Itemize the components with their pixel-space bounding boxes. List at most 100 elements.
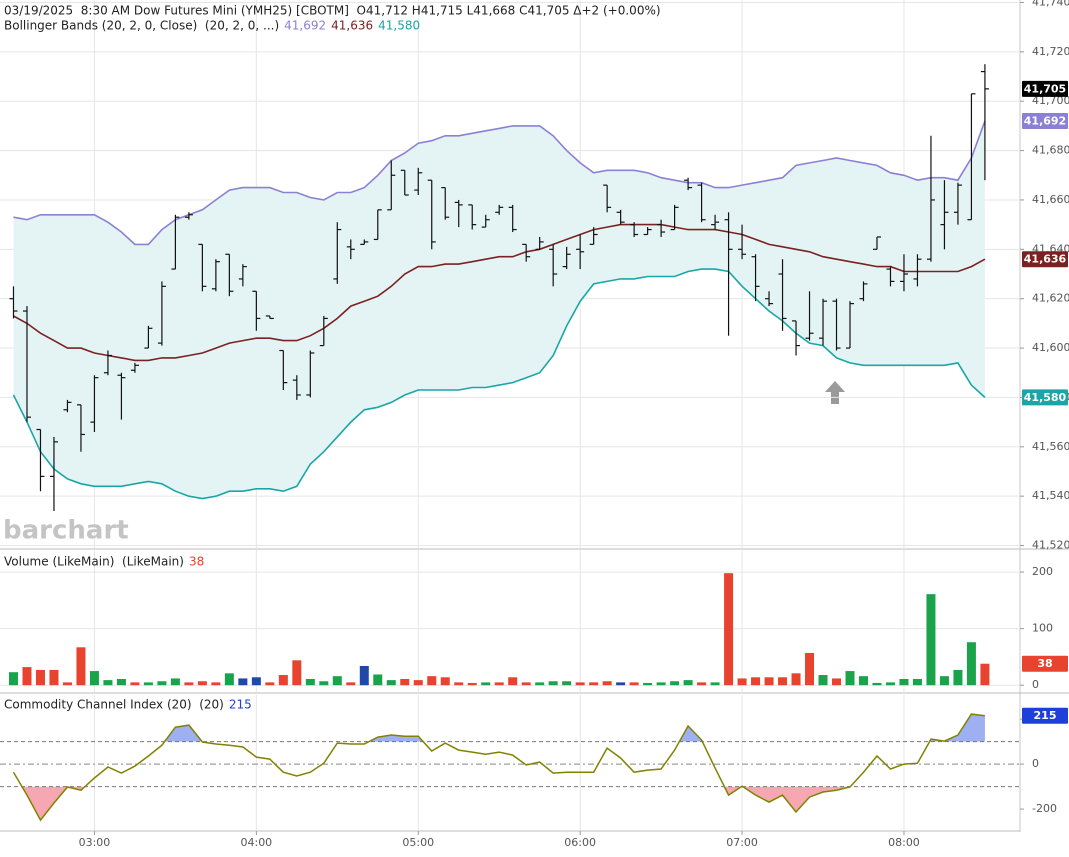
chart-title: 03/19/2025 8:30 AM Dow Futures Mini (YMH… (4, 4, 661, 18)
volume-bar (885, 682, 895, 686)
y-tick-label: 41,620 (1032, 292, 1069, 305)
volume-bar (143, 682, 153, 686)
watermark: barchart (3, 516, 129, 546)
x-tick-label: 08:00 (888, 836, 920, 849)
volume-bar (845, 671, 855, 686)
volume-bar (508, 677, 518, 686)
panel-title: Commodity Channel Index (20) (20) (4, 698, 224, 712)
volume-bar (589, 682, 599, 686)
volume-bar (562, 681, 572, 686)
indicator-value: 41,692 (284, 19, 326, 33)
value-tag (1022, 112, 1068, 129)
volume-bar (427, 676, 437, 686)
x-tick-label: 03:00 (79, 836, 111, 849)
y-tick-label: 100 (1032, 622, 1053, 635)
value-tag (1022, 251, 1068, 268)
volume-bar (858, 676, 868, 686)
volume-bar (670, 681, 680, 686)
value-tag (1022, 707, 1068, 724)
oversold-fill (13, 786, 985, 821)
volume-bar (805, 652, 815, 686)
volume-bar (224, 673, 234, 686)
y-tick-label: 41,700 (1032, 94, 1069, 107)
volume-bar (211, 682, 221, 686)
volume-bar (184, 682, 194, 686)
indicator-value: 41,636 (331, 19, 373, 33)
volume-bar (966, 642, 976, 686)
volume-bar (832, 678, 842, 686)
volume-bar (737, 678, 747, 686)
value-tag (1022, 389, 1068, 406)
y-tick-label: 41,520 (1032, 539, 1069, 552)
y-tick-label: 41,600 (1032, 341, 1069, 354)
volume-bar (332, 676, 342, 686)
volume-bar (278, 675, 288, 686)
volume-bar (616, 682, 626, 686)
y-tick-label: 41,540 (1032, 489, 1069, 502)
volume-bar (778, 677, 788, 686)
volume-bar (602, 681, 612, 686)
signal-arrow (825, 381, 845, 404)
y-tick-label: 41,740 (1032, 0, 1069, 8)
volume-bar (305, 678, 315, 686)
cci-line (12, 713, 985, 822)
volume-bar (791, 673, 801, 686)
volume-bar (386, 680, 396, 686)
volume-bar (440, 677, 450, 686)
volume-bar (22, 667, 32, 686)
volume-bar (643, 682, 653, 686)
volume-bar (130, 682, 140, 686)
volume-bar (265, 682, 275, 686)
volume-bar (292, 660, 302, 686)
panel-value: 38 (189, 555, 204, 569)
volume-bar (76, 647, 86, 686)
x-tick-label: 04:00 (240, 836, 272, 849)
volume-bar (818, 675, 828, 686)
volume-bar (980, 663, 990, 686)
volume-bar (35, 669, 45, 686)
y-tick-label: 41,660 (1032, 193, 1069, 206)
volume-bar (319, 681, 329, 686)
y-tick-label: 0 (1032, 757, 1039, 770)
volume-bar (346, 682, 356, 686)
y-tick-label: 200 (1032, 565, 1053, 578)
volume-bar (251, 677, 261, 686)
volume-bar (872, 682, 882, 686)
volume-bar (629, 682, 639, 686)
value-tag-label: 215 (1034, 709, 1057, 722)
volume-bar (413, 680, 423, 686)
y-tick-label: 41,560 (1032, 440, 1069, 453)
volume-bar (953, 669, 963, 686)
volume-bar (521, 682, 531, 686)
volume-bar (656, 682, 666, 686)
indicator-title: Bollinger Bands (20, 2, 0, Close) (20, 2… (4, 19, 279, 33)
volume-bar (494, 682, 504, 686)
volume-bar (548, 681, 558, 686)
value-tag (1022, 80, 1068, 97)
volume-bar (926, 594, 936, 686)
volume-bar (710, 682, 720, 686)
volume-bar (238, 678, 248, 686)
y-tick-label: 0 (1032, 678, 1039, 691)
volume-bar (62, 682, 72, 686)
volume-bar (359, 665, 369, 686)
volume-bar (157, 681, 167, 686)
value-tag-label: 41,636 (1024, 253, 1067, 266)
volume-bar (467, 682, 477, 686)
indicator-value: 41,580 (378, 19, 420, 33)
y-tick-label: 41,680 (1032, 144, 1069, 157)
volume-bar (89, 671, 99, 686)
y-tick-label: 41,720 (1032, 45, 1069, 58)
y-tick-label: -200 (1032, 802, 1057, 815)
volume-bar (400, 678, 410, 686)
volume-bar (751, 677, 761, 686)
panel-value: 215 (229, 698, 252, 712)
volume-bar (170, 678, 180, 686)
value-tag (1022, 655, 1068, 672)
band-line (13, 223, 986, 362)
volume-bar (912, 678, 922, 686)
volume-bar (49, 669, 59, 686)
volume-bar (724, 573, 734, 686)
volume-bar (454, 682, 464, 686)
